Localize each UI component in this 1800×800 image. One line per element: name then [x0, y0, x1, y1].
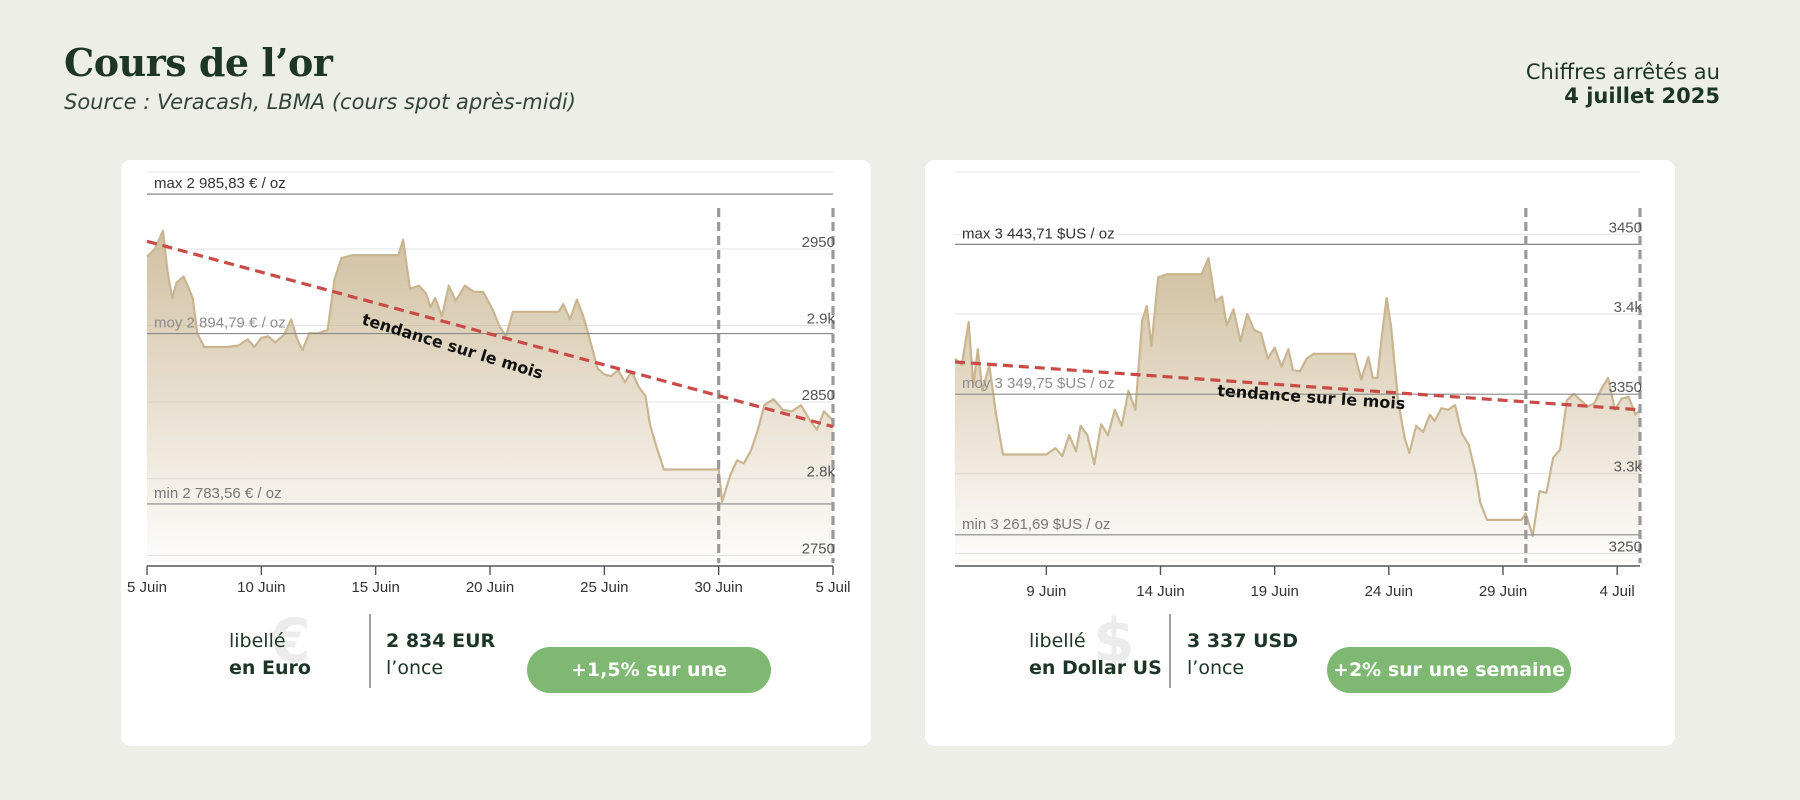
dollar-weekly-change-badge: +2% sur une semaine — [1327, 647, 1571, 693]
dollar-label-top: libellé — [1029, 630, 1086, 652]
dollar-avg-label: moy 3 349,75 $US / oz — [962, 375, 1115, 392]
euro-x-tick-label: 25 Juin — [580, 579, 628, 596]
euro-x-tick-label: 5 Juil — [815, 579, 850, 596]
euro-price-unit: l’once — [386, 657, 444, 679]
euro-y-tick-label: 2.8k — [807, 464, 836, 481]
euro-price-value: 2 834 EUR — [386, 630, 496, 652]
euro-label-top: libellé — [229, 630, 286, 652]
euro-x-tick-label: 20 Juin — [466, 579, 514, 596]
dollar-price-value: 3 337 USD — [1187, 630, 1298, 652]
dollar-x-tick-label: 29 Juin — [1479, 583, 1527, 600]
dollar-gold-chart: max 3 443,71 $US / oz moy 3 349,75 $US / … — [954, 171, 1643, 600]
euro-x-tick-label: 30 Juin — [694, 579, 742, 596]
dollar-price-line — [954, 257, 1641, 537]
dollar-x-tick-label: 4 Juil — [1600, 583, 1635, 600]
dollar-price-area — [955, 258, 1640, 563]
date-block: Chiffres arrêtés au 4 juillet 2025 — [1526, 60, 1720, 108]
dollar-min-label: min 3 261,69 $US / oz — [962, 516, 1110, 533]
dollar-price-unit: l’once — [1187, 657, 1245, 679]
dollar-symbol-icon: $ — [1093, 606, 1135, 676]
euro-gold-chart: max 2 985,83 € / oz moy 2 894,79 € / oz mi… — [127, 171, 851, 596]
euro-footer-label: libellé en Euro — [229, 628, 311, 682]
dollar-label-bottom: en Dollar US — [1029, 657, 1162, 679]
date-line-1: Chiffres arrêtés au — [1525, 60, 1720, 84]
euro-price-area — [147, 230, 833, 563]
euro-symbol-icon: € — [269, 606, 311, 676]
chart-card-dollar: max 3 443,71 $US / oz moy 3 349,75 $US / … — [925, 160, 1675, 746]
euro-y-tick-label: 2850 — [802, 387, 835, 404]
dollar-x-tick-label: 14 Juin — [1136, 583, 1184, 600]
dollar-y-tick-label: 3250 — [1609, 538, 1642, 555]
euro-weekly-change-badge: +1,5% sur une semaine — [527, 647, 771, 727]
euro-price: 2 834 EUR l’once — [386, 628, 495, 682]
euro-x-tick-label: 15 Juin — [351, 579, 399, 596]
euro-x-tick-label: 10 Juin — [237, 579, 285, 596]
dollar-footer: $ libellé en Dollar US 3 337 USD l’once … — [925, 606, 1675, 693]
dollar-trend-line — [954, 360, 1641, 412]
euro-avg-label: moy 2 894,79 € / oz — [154, 315, 286, 332]
dollar-x-tick-label: 9 Juin — [1026, 583, 1066, 600]
euro-trend-line — [146, 239, 834, 429]
dollar-y-tick-label: 3350 — [1609, 379, 1642, 396]
dollar-price: 3 337 USD l’once — [1187, 628, 1298, 682]
euro-footer-divider — [369, 614, 371, 688]
date-line-2: 4 juillet 2025 — [1564, 84, 1720, 108]
dollar-x-tick-label: 19 Juin — [1250, 583, 1298, 600]
chart-card-euro: max 2 985,83 € / oz moy 2 894,79 € / oz mi… — [121, 160, 871, 746]
dollar-y-tick-label: 3450 — [1609, 219, 1642, 236]
dollar-footer-label: libellé en Dollar US — [1029, 628, 1162, 682]
dollar-y-tick-label: 3.4k — [1614, 299, 1643, 316]
page-title: Cours de l’or — [64, 40, 333, 85]
page-subtitle: Source : Veracash, LBMA (cours spot aprè… — [64, 90, 576, 114]
euro-max-label: max 2 985,83 € / oz — [154, 175, 286, 192]
euro-y-tick-label: 2750 — [802, 540, 835, 557]
euro-label-bottom: en Euro — [229, 657, 311, 679]
euro-x-tick-label: 5 Juin — [127, 579, 167, 596]
dollar-y-tick-label: 3.3k — [1614, 459, 1643, 476]
dollar-footer-divider — [1169, 614, 1171, 688]
euro-min-label: min 2 783,56 € / oz — [154, 485, 282, 502]
euro-y-tick-label: 2950 — [802, 234, 835, 251]
euro-footer: € libellé en Euro 2 834 EUR l’once +1,5%… — [121, 606, 871, 727]
euro-y-tick-label: 2.9k — [807, 311, 836, 328]
dollar-x-tick-label: 24 Juin — [1365, 583, 1413, 600]
dollar-max-label: max 3 443,71 $US / oz — [962, 225, 1115, 242]
